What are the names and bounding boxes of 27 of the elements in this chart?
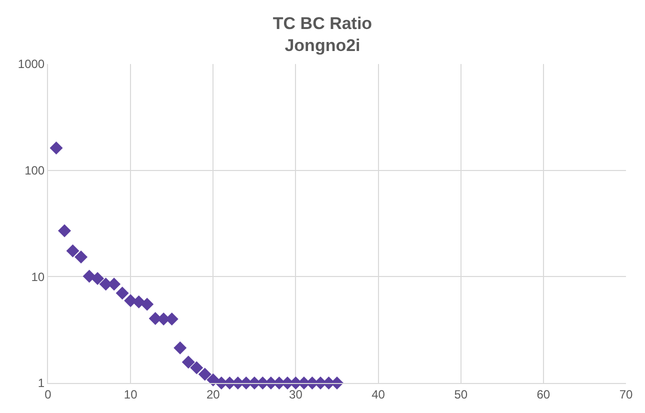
y-tick-label: 10 [31,270,45,284]
x-tick-label: 30 [289,387,303,402]
point [82,270,96,283]
point [190,361,204,374]
point [174,341,187,354]
x-tick-label: 20 [206,387,220,402]
y-tick-label: 100 [24,164,45,178]
point [108,278,121,291]
point [91,272,104,286]
y-tick-label: 1000 [18,57,45,72]
x-tick-label: 10 [124,387,138,402]
x-tick-label: 60 [536,387,550,402]
point [198,368,212,381]
x-tick-label: 70 [619,387,633,402]
point [116,286,129,300]
point [50,142,63,155]
x-tick-label: 0 [44,387,52,402]
point [140,298,154,311]
chart-subtitle: Jongno2i [284,36,360,56]
point [66,244,80,258]
point [58,224,72,238]
x-tick-label: 40 [372,387,386,402]
chart-title: TC BC Ratio [272,14,372,33]
point [74,250,88,264]
y-tick-label: 1 [38,376,45,390]
x-tick-label: 50 [454,387,468,402]
point [182,356,195,369]
